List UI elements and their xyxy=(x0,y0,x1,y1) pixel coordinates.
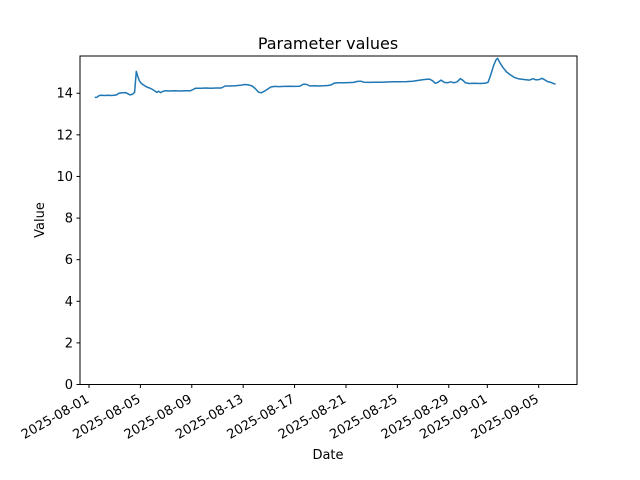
y-axis-label: Value xyxy=(33,202,48,238)
chart-title: Parameter values xyxy=(258,34,398,53)
y-tick-label: 12 xyxy=(56,128,73,143)
data-line-parameter-value xyxy=(94,57,556,99)
x-axis-label: Date xyxy=(312,448,343,463)
y-tick-label: 2 xyxy=(65,336,73,351)
plot-frame xyxy=(79,55,578,385)
y-tick-label: 10 xyxy=(56,170,73,185)
y-tick-label: 8 xyxy=(65,212,73,227)
y-tick-label: 0 xyxy=(65,378,73,393)
y-tick-label: 14 xyxy=(56,87,73,102)
y-tick-label: 6 xyxy=(65,253,73,268)
y-tick-label: 4 xyxy=(65,295,73,310)
